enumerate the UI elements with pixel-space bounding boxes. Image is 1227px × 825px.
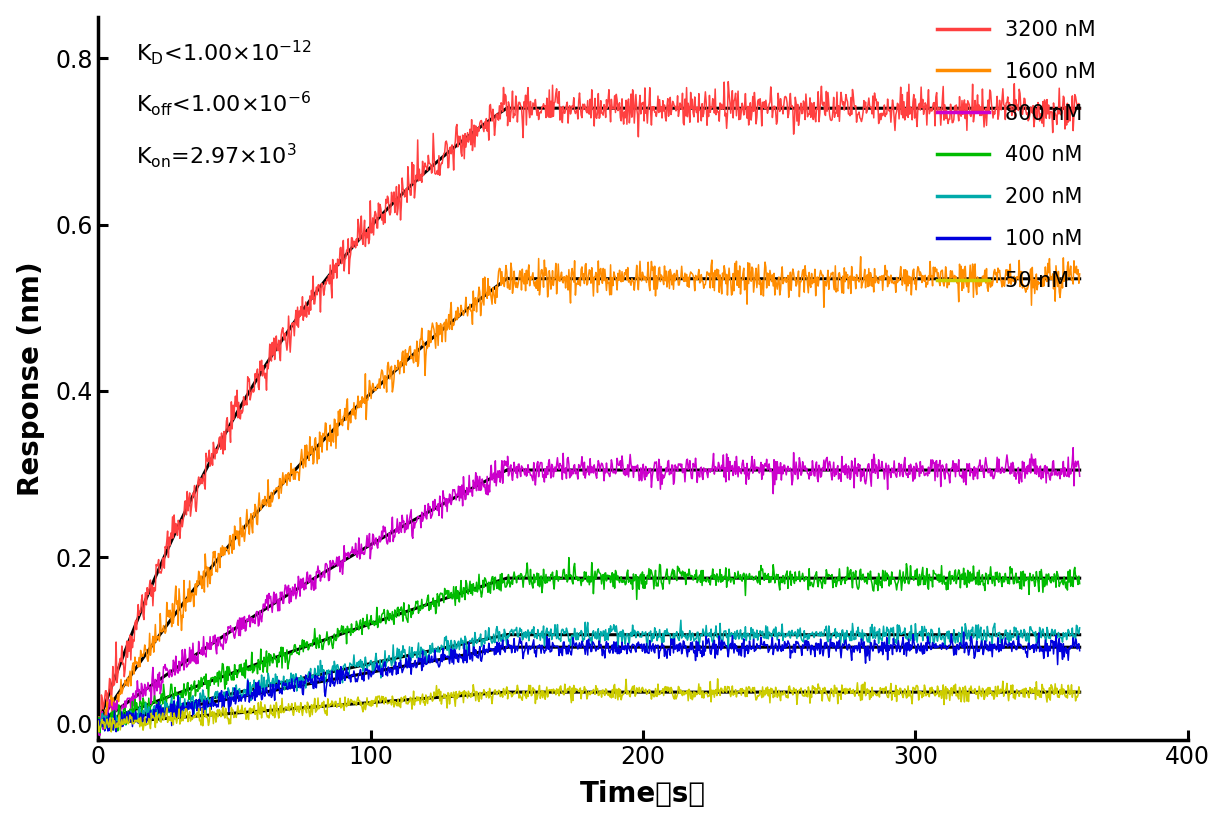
Y-axis label: Response (nm): Response (nm): [17, 262, 44, 496]
Text: $\mathregular{K_D}$<1.00×10$\mathregular{^{-12}}$
$\mathregular{K_{off}}$<1.00×1: $\mathregular{K_D}$<1.00×10$\mathregular…: [136, 39, 312, 170]
Legend: 3200 nM, 1600 nM, 800 nM, 400 nM, 200 nM, 100 nM, 50 nM: 3200 nM, 1600 nM, 800 nM, 400 nM, 200 nM…: [936, 20, 1096, 291]
X-axis label: Time（s）: Time（s）: [580, 780, 706, 808]
